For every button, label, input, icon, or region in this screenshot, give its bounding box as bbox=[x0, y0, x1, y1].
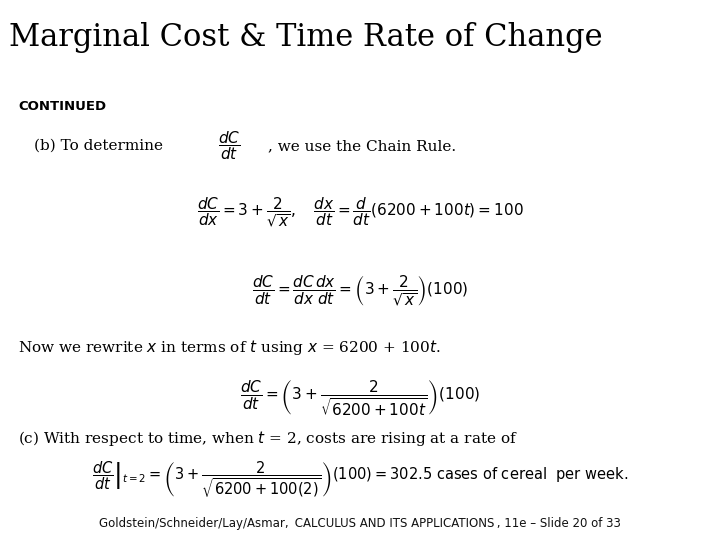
Text: (c) With respect to time, when $t$ = 2, costs are rising at a rate of: (c) With respect to time, when $t$ = 2, … bbox=[18, 429, 518, 448]
Text: $\dfrac{dC}{dt} = \dfrac{dC}{dx}\dfrac{dx}{dt} = \left(3 + \dfrac{2}{\sqrt{x}}\r: $\dfrac{dC}{dt} = \dfrac{dC}{dx}\dfrac{d… bbox=[252, 274, 468, 308]
Text: $\dfrac{dC}{dt} = \left(3 + \dfrac{2}{\sqrt{6200+100t}}\right)(100)$: $\dfrac{dC}{dt} = \left(3 + \dfrac{2}{\s… bbox=[240, 379, 480, 418]
Text: $\left.\dfrac{dC}{dt}\right|_{t=2} = \left(3 + \dfrac{2}{\sqrt{6200+100(2)}}\rig: $\left.\dfrac{dC}{dt}\right|_{t=2} = \le… bbox=[92, 460, 628, 500]
Text: (b) To determine: (b) To determine bbox=[34, 139, 163, 153]
Text: CONTINUED: CONTINUED bbox=[18, 100, 106, 113]
Text: $\dfrac{dC}{dx} = 3 + \dfrac{2}{\sqrt{x}},\quad \dfrac{dx}{dt} = \dfrac{d}{dt}(6: $\dfrac{dC}{dx} = 3 + \dfrac{2}{\sqrt{x}… bbox=[197, 195, 523, 229]
Text: $\dfrac{dC}{dt}$: $\dfrac{dC}{dt}$ bbox=[218, 130, 240, 163]
Text: Now we rewrite $x$ in terms of $t$ using $x$ = 6200 + 100$t$.: Now we rewrite $x$ in terms of $t$ using… bbox=[18, 338, 441, 356]
Text: Marginal Cost & Time Rate of Change: Marginal Cost & Time Rate of Change bbox=[9, 22, 603, 53]
Text: Goldstein/Schneider/Lay/Asmar,  CALCULUS AND ITS APPLICATIONS , 11e – Slide 20 o: Goldstein/Schneider/Lay/Asmar, CALCULUS … bbox=[99, 517, 621, 530]
Text: , we use the Chain Rule.: , we use the Chain Rule. bbox=[268, 139, 456, 153]
